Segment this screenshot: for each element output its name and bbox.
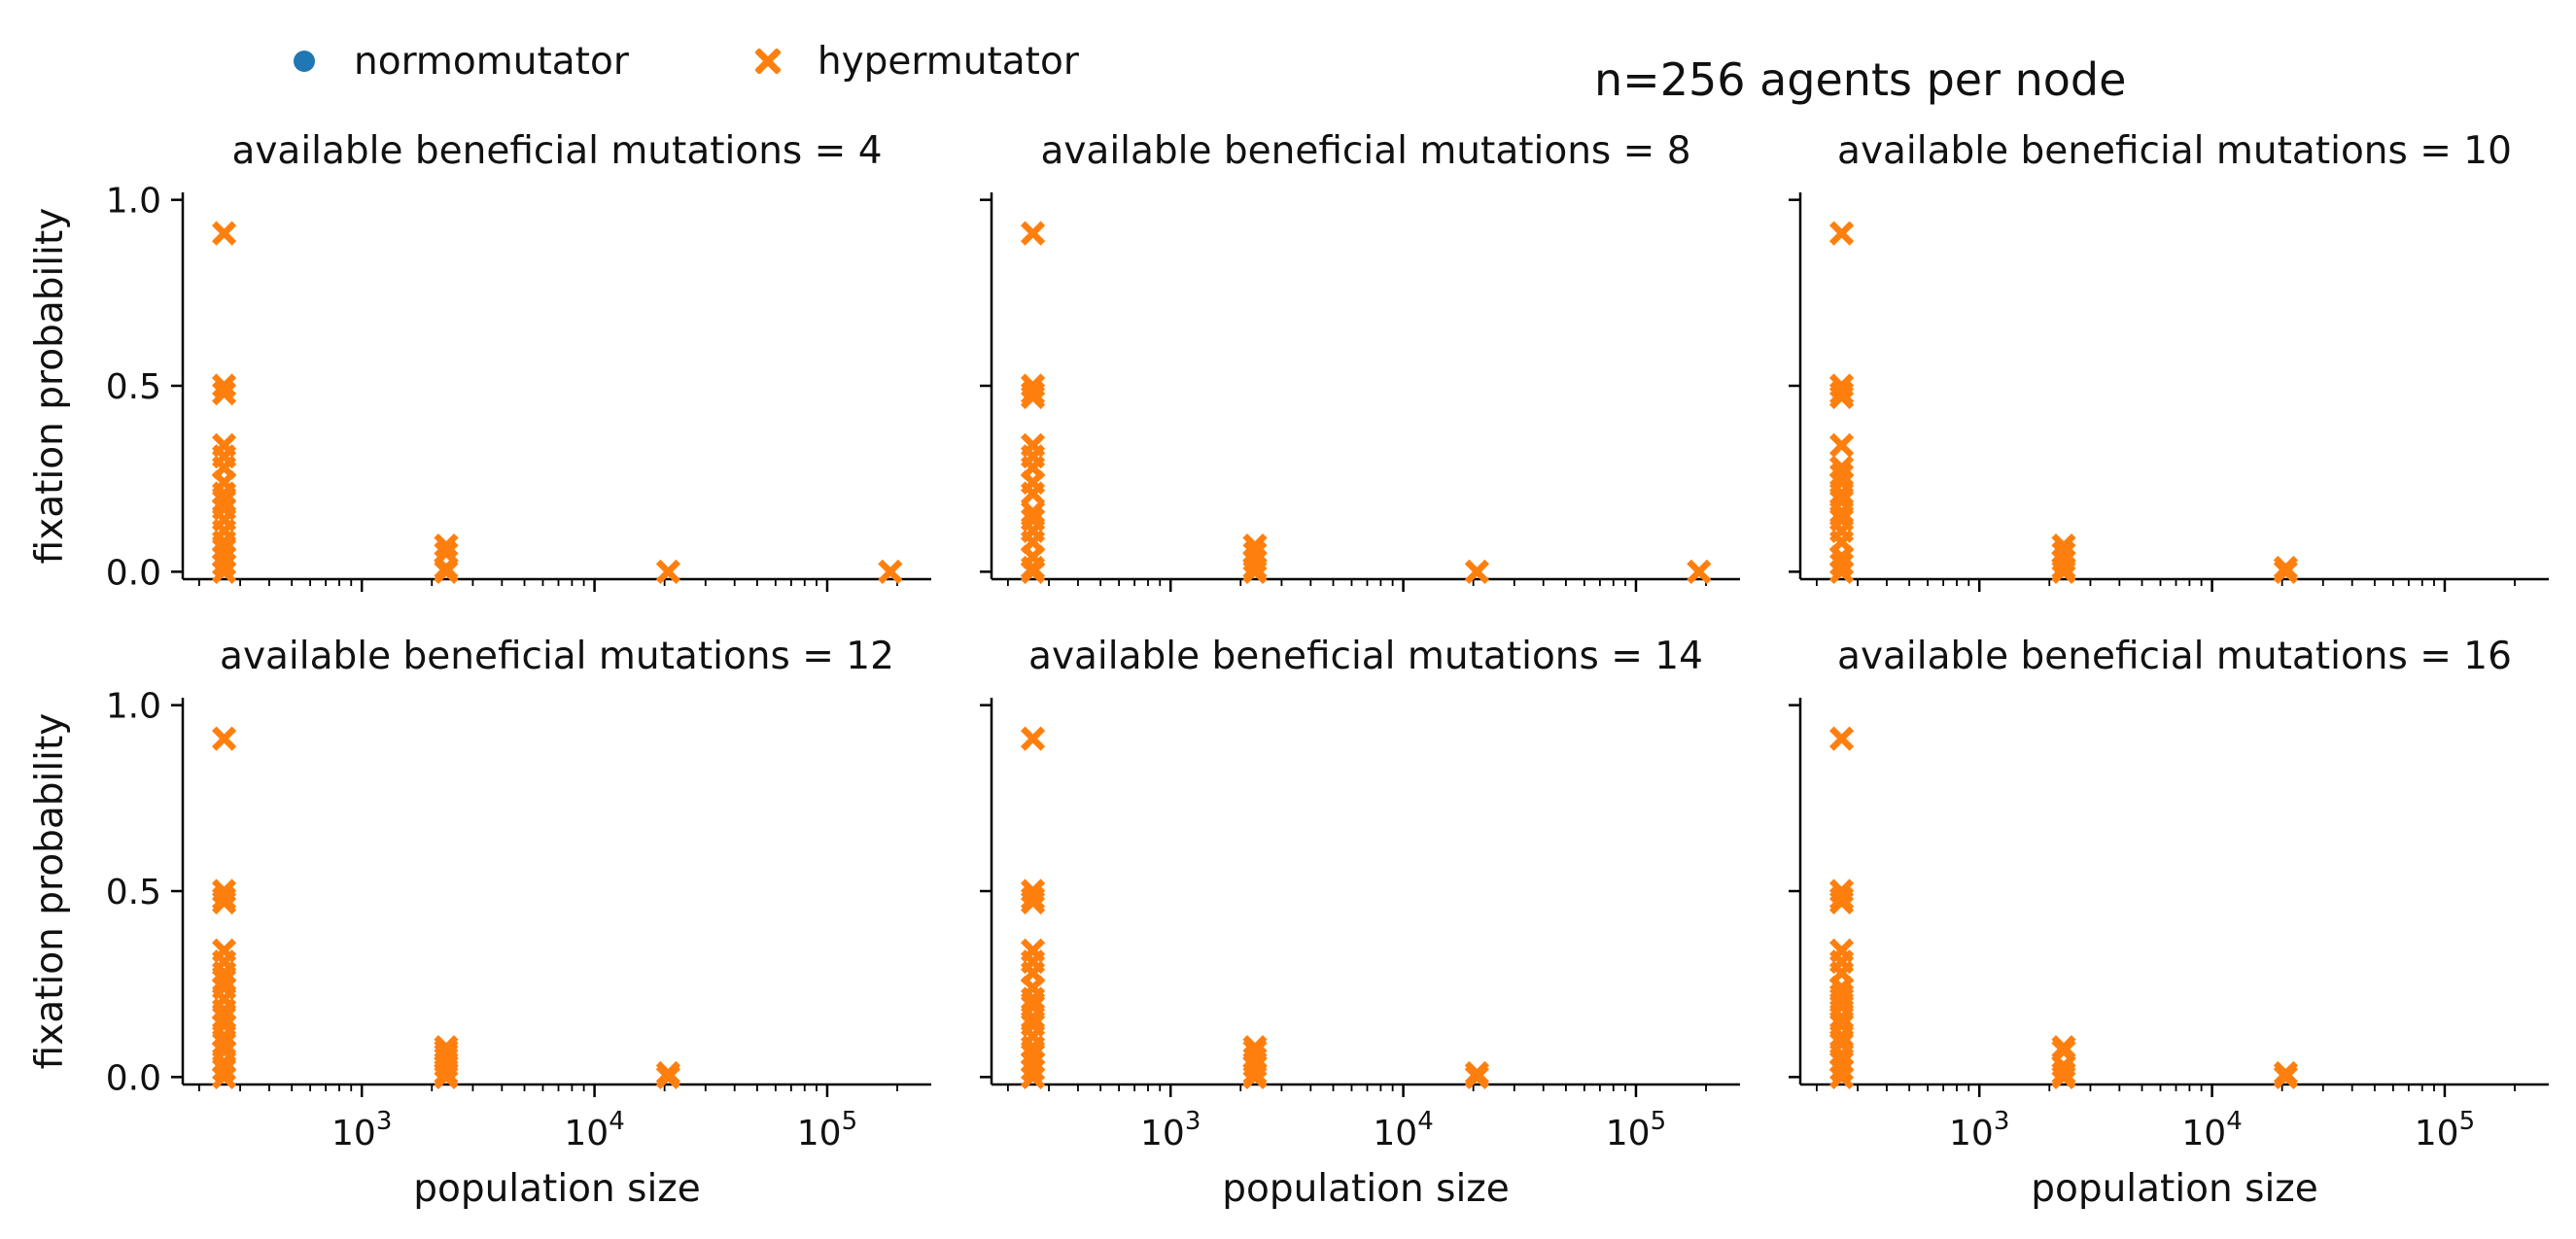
- panel-title: available beneficial mutations = 14: [1028, 635, 1703, 678]
- x-axis-label: population size: [1222, 1167, 1510, 1211]
- panel-title: available beneficial mutations = 10: [1837, 129, 2512, 173]
- data-point-hypermutator: [211, 455, 237, 480]
- y-tick-label: 0.5: [106, 367, 161, 407]
- data-point-hypermutator: [1020, 889, 1046, 915]
- x-axis-label: population size: [2031, 1167, 2318, 1211]
- panel-1: available beneficial mutations = 4 0.0 0.5…: [28, 129, 931, 593]
- x-tick-label: 103: [1949, 1107, 2009, 1153]
- y-tick-label: 0.0: [106, 553, 161, 593]
- panel-title: available beneficial mutations = 12: [220, 635, 894, 678]
- data-point-hypermutator: [1828, 960, 1855, 985]
- legend-label-normomutator: normomutator: [354, 39, 629, 84]
- data-point-hypermutator: [1020, 481, 1046, 506]
- data-point-hypermutator: [434, 1064, 459, 1089]
- data-point-hypermutator: [1020, 455, 1046, 480]
- legend: normomutator hypermutator: [292, 37, 1205, 86]
- data-point-hypermutator: [878, 559, 903, 584]
- x-tick-label: 105: [797, 1107, 857, 1153]
- x-tick-label: 103: [1140, 1107, 1201, 1153]
- panel-title: available beneficial mutations = 8: [1040, 129, 1690, 173]
- legend-label-hypermutator: hypermutator: [817, 39, 1079, 84]
- y-tick-label: 0.5: [106, 873, 161, 912]
- panel-3: available beneficial mutations = 10: [1789, 129, 2549, 592]
- data-point-hypermutator: [1020, 384, 1046, 410]
- x-tick-label: 105: [2415, 1107, 2475, 1153]
- data-point-hypermutator: [1828, 530, 1855, 555]
- data-point-hypermutator: [1020, 221, 1046, 246]
- data-point-hypermutator: [1828, 432, 1855, 458]
- data-point-hypermutator: [2051, 1064, 2076, 1089]
- panel-2: available beneficial mutations = 8: [980, 129, 1740, 592]
- data-point-hypermutator: [655, 1060, 680, 1086]
- data-point-hypermutator: [655, 559, 680, 584]
- data-point-hypermutator: [2273, 555, 2298, 581]
- x-tick-label: 104: [2181, 1107, 2242, 1153]
- data-point-hypermutator: [1828, 221, 1855, 246]
- panel-title: available beneficial mutations = 16: [1837, 635, 2512, 678]
- data-point-hypermutator: [211, 1064, 237, 1089]
- x-axis-label: population size: [413, 1167, 701, 1211]
- data-point-hypermutator: [211, 559, 237, 584]
- x-tick-label: 104: [1373, 1107, 1433, 1153]
- y-axis-label: fixation probability: [28, 713, 72, 1070]
- data-point-hypermutator: [211, 889, 237, 915]
- data-point-hypermutator: [211, 726, 237, 751]
- data-point-hypermutator: [1020, 726, 1046, 751]
- panel-title: available beneficial mutations = 4: [231, 129, 882, 173]
- x-tick-label: 104: [564, 1107, 624, 1153]
- data-point-hypermutator: [1020, 960, 1046, 985]
- x-tick-label: 105: [1606, 1107, 1666, 1153]
- data-point-hypermutator: [1828, 726, 1855, 751]
- data-point-hypermutator: [1687, 559, 1712, 584]
- data-point-hypermutator: [1464, 559, 1489, 584]
- figure-title: n=256 agents per node: [1594, 53, 2127, 106]
- legend-item-hypermutator: hypermutator: [754, 39, 1079, 84]
- circle-marker-icon: [294, 51, 315, 72]
- data-point-hypermutator: [1828, 1064, 1855, 1089]
- data-point-hypermutator: [211, 381, 237, 406]
- data-point-hypermutator: [1828, 889, 1855, 915]
- data-point-hypermutator: [1828, 384, 1855, 410]
- data-point-hypermutator: [2051, 559, 2076, 584]
- x-marker-icon: [754, 49, 781, 74]
- data-point-hypermutator: [1464, 1060, 1489, 1086]
- data-point-hypermutator: [1020, 1064, 1046, 1089]
- data-point-hypermutator: [1020, 559, 1046, 584]
- data-point-hypermutator: [1828, 559, 1855, 584]
- y-tick-label: 1.0: [106, 182, 161, 222]
- x-tick-label: 103: [331, 1107, 392, 1153]
- legend-item-normomutator: normomutator: [292, 40, 629, 84]
- y-tick-label: 1.0: [106, 687, 161, 727]
- data-point-hypermutator: [1242, 559, 1268, 584]
- data-point-hypermutator: [434, 559, 459, 584]
- data-point-hypermutator: [1242, 1064, 1268, 1089]
- data-point-hypermutator: [2051, 1038, 2076, 1064]
- data-point-hypermutator: [434, 540, 459, 566]
- data-point-hypermutator: [211, 221, 237, 246]
- data-point-hypermutator: [1020, 530, 1046, 555]
- panel-4: available beneficial mutations = 12 0.0 0.…: [28, 635, 931, 1211]
- data-point-hypermutator: [2273, 1060, 2298, 1086]
- y-tick-label: 0.0: [106, 1058, 161, 1098]
- y-axis-label: fixation probability: [28, 208, 72, 565]
- panel-5: available beneficial mutations = 14 103 10…: [980, 635, 1740, 1211]
- panel-6: available beneficial mutations = 16 103 10…: [1789, 635, 2549, 1211]
